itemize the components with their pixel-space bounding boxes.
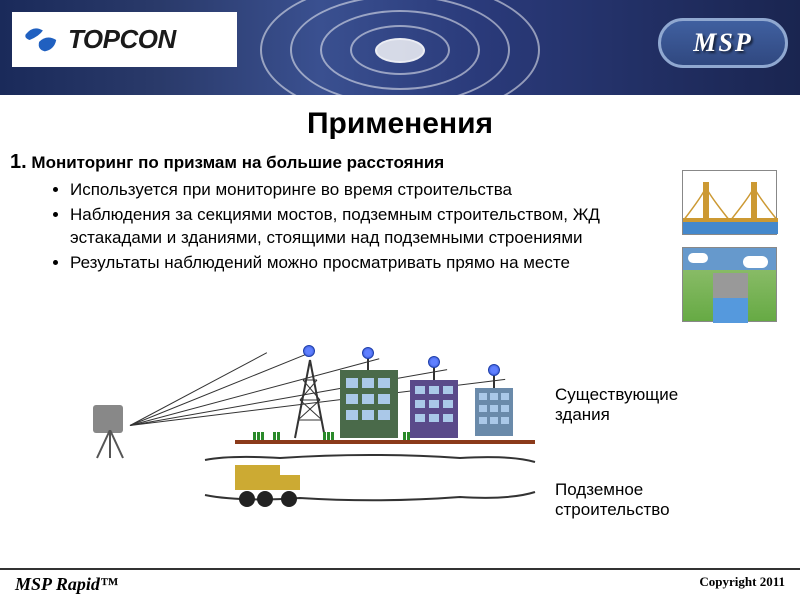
list-item: Результаты наблюдений можно просматриват… [70, 252, 610, 275]
prism-icon [488, 364, 500, 376]
list-item: Используется при мониторинге во время ст… [70, 179, 610, 202]
ground-line [235, 440, 535, 444]
dump-truck-icon [235, 465, 300, 507]
building-icon [475, 388, 513, 436]
building-icon [340, 370, 398, 438]
diagram-label-below: Подземное строительство [555, 480, 725, 520]
diagram-label-above: Существующие здания [555, 385, 725, 425]
topcon-logo: TOPCON [12, 12, 237, 67]
prism-icon [428, 356, 440, 368]
bullet-list: Используется при мониторинге во время ст… [70, 179, 780, 275]
tower-icon [290, 350, 330, 440]
section-heading-text: Мониторинг по призмам на большие расстоя… [31, 153, 444, 172]
topcon-text: TOPCON [68, 24, 176, 55]
prism-icon [362, 347, 374, 359]
footer: MSP Rapid™ Copyright 2011 [0, 568, 800, 600]
page-title: Применения [0, 107, 800, 141]
footer-copyright: Copyright 2011 [699, 574, 785, 590]
bridge-illustration [682, 170, 777, 235]
dam-illustration [682, 247, 777, 322]
msp-text: MSP [693, 28, 752, 58]
section-number: 1. [10, 151, 27, 173]
side-illustrations [682, 170, 782, 322]
total-station-icon [85, 405, 133, 460]
prism-icon [303, 345, 315, 357]
section-heading: 1. Мониторинг по призмам на большие расс… [10, 151, 780, 174]
msp-logo: MSP [658, 18, 788, 68]
content-area: 1. Мониторинг по призмам на большие расс… [0, 141, 800, 275]
topcon-icon [22, 21, 60, 59]
building-icon [410, 380, 458, 438]
list-item: Наблюдения за секциями мостов, подземным… [70, 204, 610, 250]
footer-product: MSP Rapid™ [15, 574, 118, 595]
header-band: TOPCON MSP [0, 0, 800, 95]
monitoring-diagram: Существующие здания Подземное строительс… [85, 350, 725, 535]
tunnel-graphic [200, 0, 600, 95]
